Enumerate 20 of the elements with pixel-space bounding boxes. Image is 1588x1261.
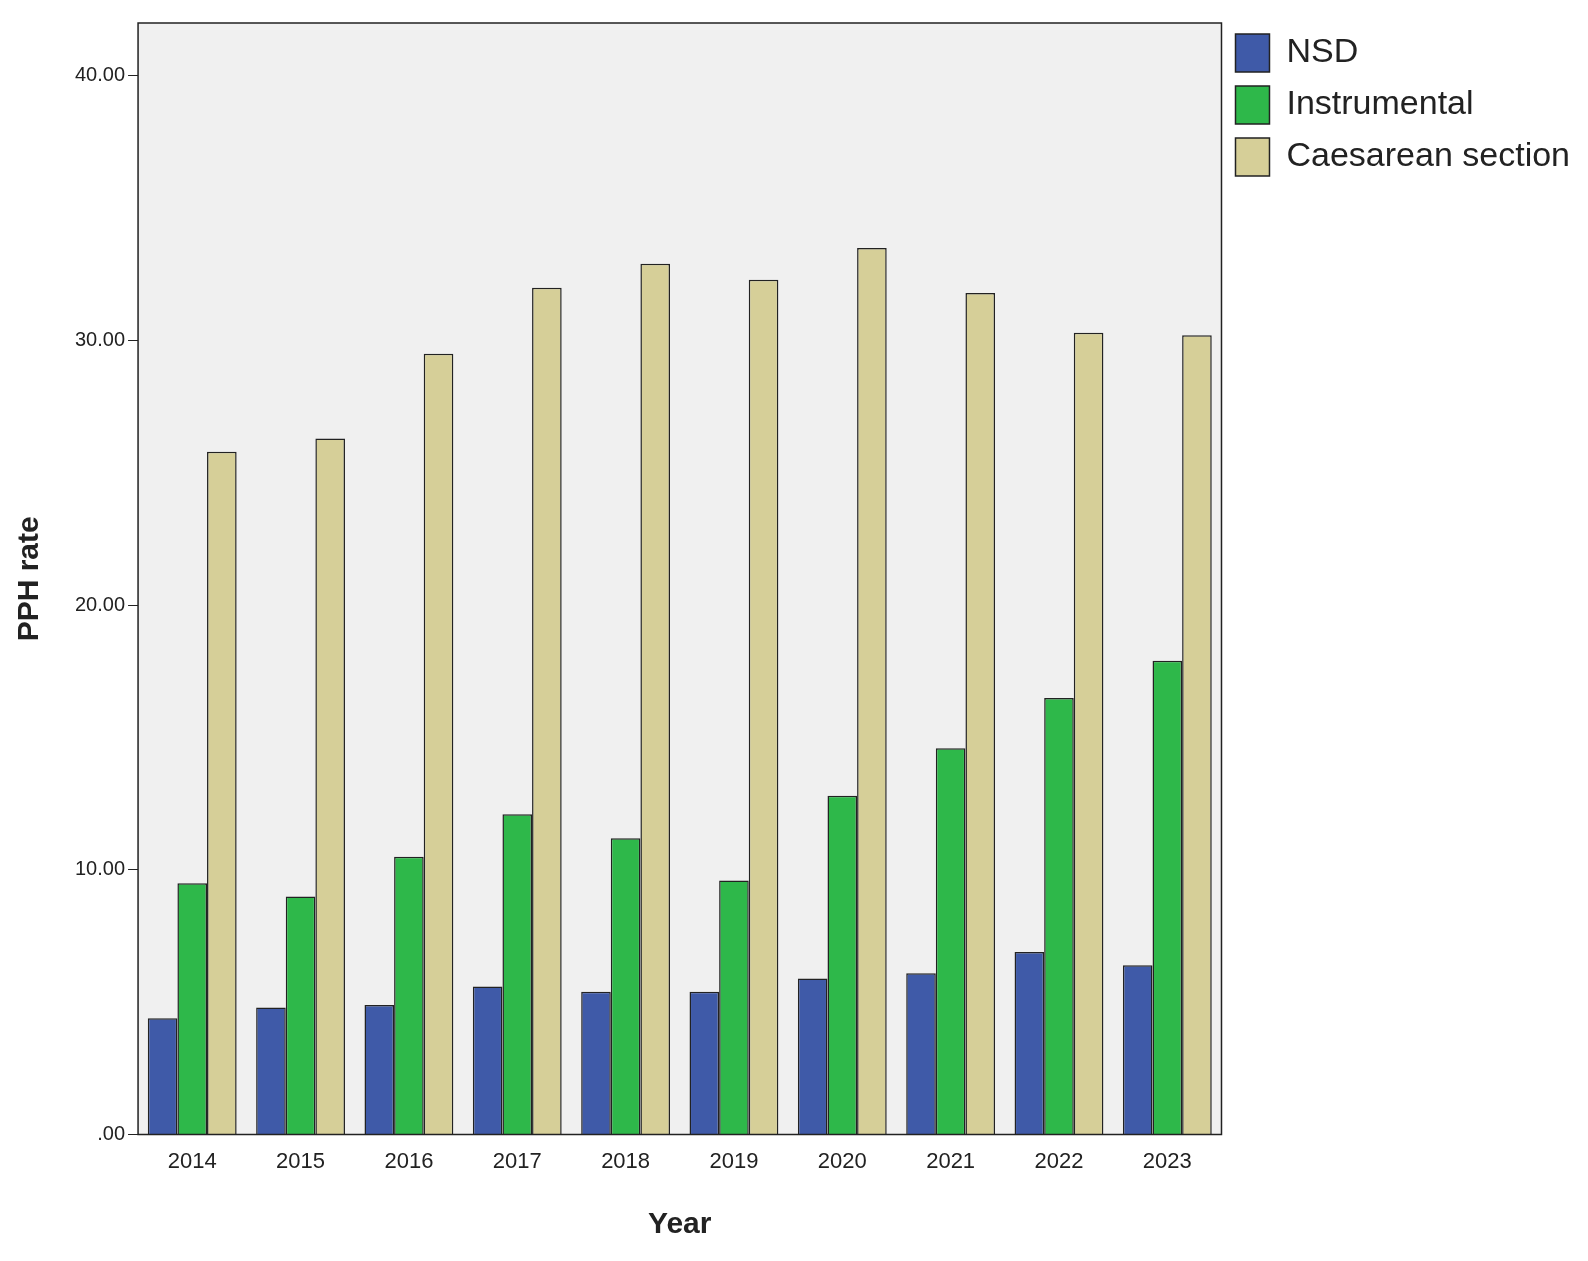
legend-label: Instrumental (1286, 83, 1474, 122)
x-axis-title: Year (648, 1206, 712, 1240)
y-axis-title: PPH rate (11, 516, 45, 642)
y-tick-label: 40.00 (74, 63, 126, 86)
x-tick-label: 2023 (1142, 1147, 1192, 1173)
x-tick-label: 2020 (817, 1147, 867, 1173)
y-tick-label: 20.00 (74, 592, 126, 615)
y-tick-label: .00 (97, 1122, 126, 1145)
legend-label: NSD (1286, 31, 1359, 70)
x-tick-label: 2018 (601, 1147, 651, 1173)
x-tick-label: 2014 (167, 1147, 217, 1173)
y-tick-label: 10.00 (74, 857, 126, 880)
x-tick-label: 2015 (276, 1147, 326, 1173)
x-tick-label: 2017 (492, 1147, 542, 1173)
x-tick-label: 2016 (384, 1147, 434, 1173)
x-tick-label: 2021 (926, 1147, 976, 1173)
y-tick-label: 30.00 (74, 328, 126, 351)
x-tick-label: 2019 (709, 1147, 759, 1173)
x-tick-label: 2022 (1034, 1147, 1084, 1173)
legend-label: Caesarean section (1286, 135, 1571, 174)
